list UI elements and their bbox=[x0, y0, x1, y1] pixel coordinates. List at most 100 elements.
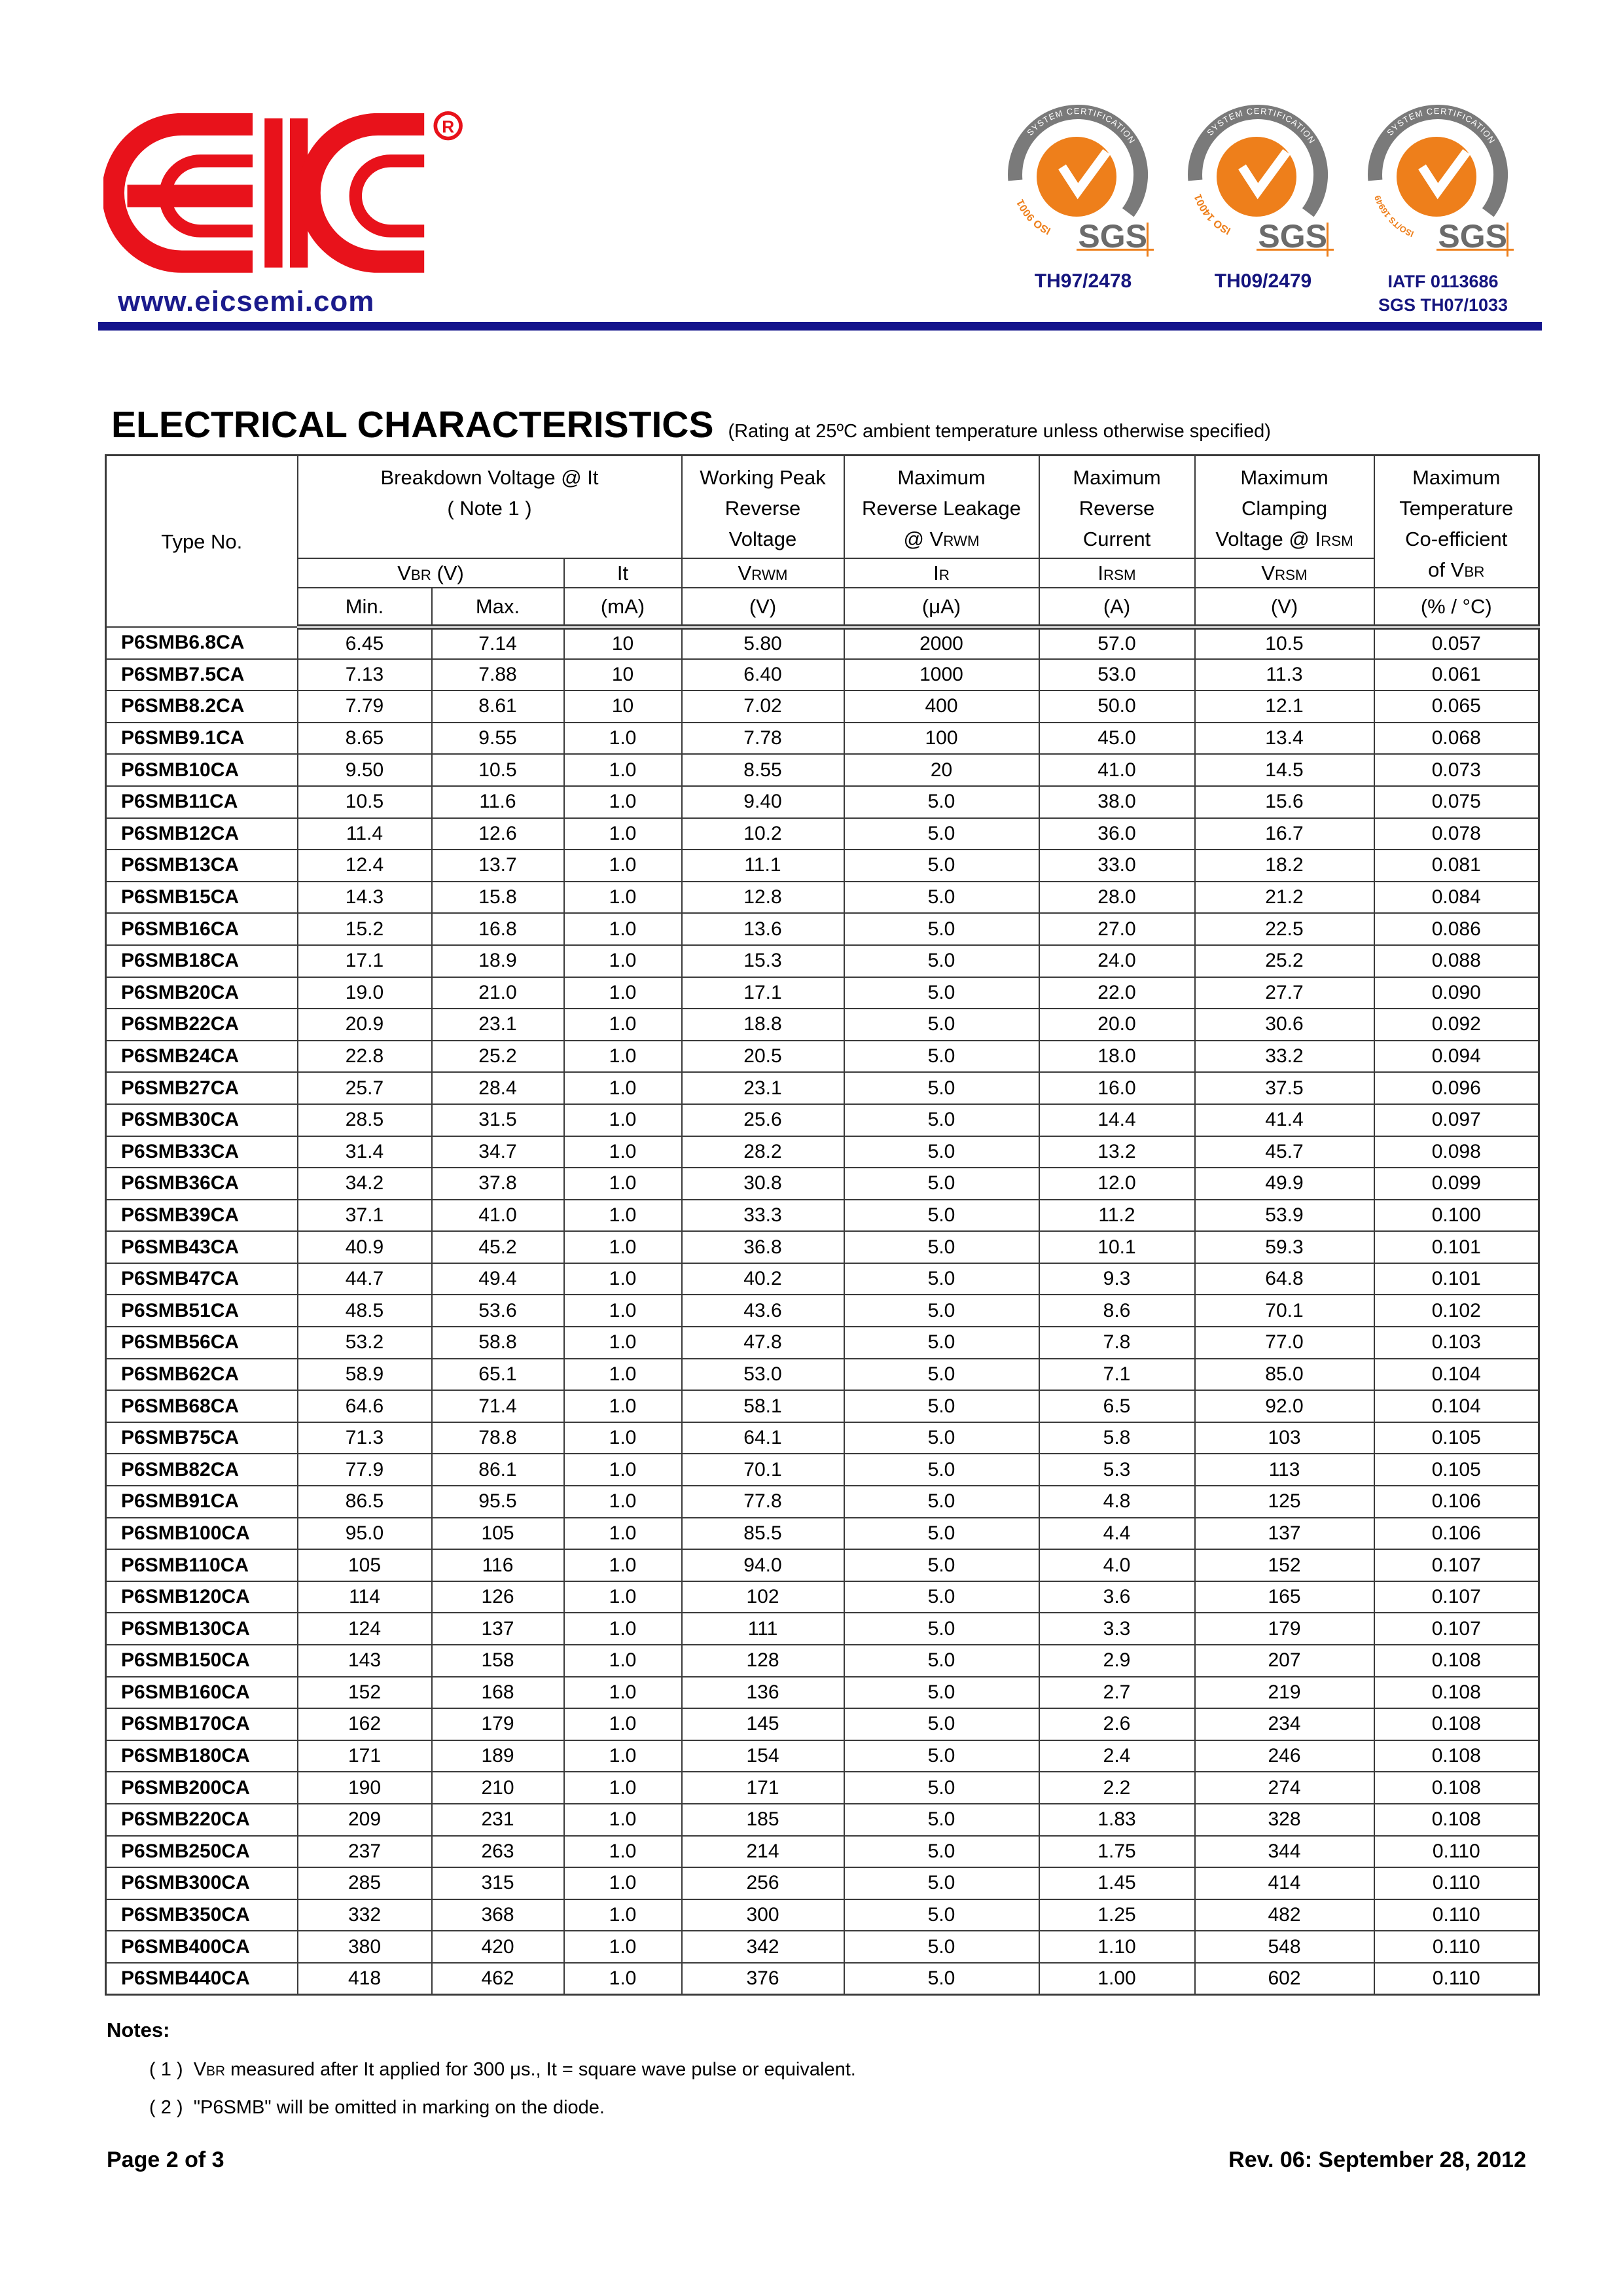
table-row: P6SMB91CA 86.5 95.5 1.0 77.8 5.0 4.8 125 0.106 bbox=[105, 1485, 1540, 1518]
value-cell: 58.9 bbox=[296, 1357, 433, 1391]
type-no-cell: P6SMB100CA bbox=[105, 1516, 298, 1551]
sgs-text: SGS bbox=[1438, 218, 1507, 255]
value-cell: 5.3 bbox=[1038, 1453, 1196, 1487]
sgs-badge-icon: SYSTEM CERTIFICATION ISO 14001 SGS bbox=[1188, 105, 1334, 257]
value-cell: 116 bbox=[431, 1549, 565, 1582]
value-cell: 57.0 bbox=[1038, 626, 1196, 660]
value-cell: 92.0 bbox=[1194, 1390, 1375, 1423]
value-cell: 285 bbox=[296, 1867, 433, 1900]
table-row: P6SMB30CA 28.5 31.5 1.0 25.6 5.0 14.4 41.4 0.097 bbox=[105, 1103, 1540, 1137]
electrical-characteristics-table: Type No. Breakdown Voltage @ It ( Note 1… bbox=[105, 454, 1540, 1996]
value-cell: 17.1 bbox=[681, 976, 845, 1010]
value-cell: 0.068 bbox=[1373, 721, 1540, 755]
table-row: P6SMB100CA 95.0 105 1.0 85.5 5.0 4.4 137 0.106 bbox=[105, 1516, 1540, 1551]
value-cell: 234 bbox=[1194, 1708, 1375, 1741]
value-cell: 414 bbox=[1194, 1867, 1375, 1900]
table-row: P6SMB7.5CA 7.13 7.88 10 6.40 1000 53.0 11.3 0.06… bbox=[105, 658, 1540, 692]
type-no-cell: P6SMB120CA bbox=[105, 1580, 298, 1614]
value-cell: 37.1 bbox=[296, 1198, 433, 1232]
value-cell: 185 bbox=[681, 1803, 845, 1837]
value-cell: 0.106 bbox=[1373, 1516, 1540, 1551]
value-cell: 18.9 bbox=[431, 944, 565, 978]
value-cell: 0.078 bbox=[1373, 817, 1540, 851]
table-row: P6SMB150CA 143 158 1.0 128 5.0 2.9 207 0.108 bbox=[105, 1644, 1540, 1677]
cert-code: TH97/2478 bbox=[1034, 270, 1132, 292]
type-no-cell: P6SMB30CA bbox=[105, 1103, 298, 1137]
section-title-row: ELECTRICAL CHARACTERISTICS (Rating at 25… bbox=[111, 403, 1271, 446]
value-cell: 30.6 bbox=[1194, 1008, 1375, 1041]
value-cell: 10.5 bbox=[1194, 626, 1375, 660]
value-cell: 19.0 bbox=[296, 976, 433, 1010]
table-row: P6SMB82CA 77.9 86.1 1.0 70.1 5.0 5.3 113 0.105 bbox=[105, 1453, 1540, 1487]
value-cell: 190 bbox=[296, 1771, 433, 1804]
value-cell: 5.0 bbox=[843, 817, 1040, 851]
value-cell: 0.099 bbox=[1373, 1167, 1540, 1200]
value-cell: 0.086 bbox=[1373, 912, 1540, 946]
value-cell: 86.1 bbox=[431, 1453, 565, 1487]
value-cell: 85.5 bbox=[681, 1516, 845, 1551]
type-no-cell: P6SMB180CA bbox=[105, 1739, 298, 1773]
table-row: P6SMB62CA 58.9 65.1 1.0 53.0 5.0 7.1 85.0 0.104 bbox=[105, 1357, 1540, 1391]
value-cell: 5.0 bbox=[843, 1262, 1040, 1296]
type-no-cell: P6SMB62CA bbox=[105, 1357, 298, 1391]
type-no-cell: P6SMB68CA bbox=[105, 1390, 298, 1423]
table-row: P6SMB6.8CA 6.45 7.14 10 5.80 2000 57.0 10.5 0.05… bbox=[105, 626, 1540, 660]
value-cell: 5.0 bbox=[843, 944, 1040, 978]
table-row: P6SMB170CA 162 179 1.0 145 5.0 2.6 234 0.108 bbox=[105, 1708, 1540, 1741]
value-cell: 0.107 bbox=[1373, 1549, 1540, 1582]
page-title: ELECTRICAL CHARACTERISTICS bbox=[111, 404, 714, 446]
value-cell: 1.10 bbox=[1038, 1930, 1196, 1964]
value-cell: 189 bbox=[431, 1739, 565, 1773]
value-cell: 0.065 bbox=[1373, 690, 1540, 723]
table-row: P6SMB16CA 15.2 16.8 1.0 13.6 5.0 27.0 22.5 0.086 bbox=[105, 912, 1540, 946]
unit-max: Max. bbox=[431, 587, 565, 630]
value-cell: 77.0 bbox=[1194, 1326, 1375, 1359]
value-cell: 2000 bbox=[843, 626, 1040, 660]
table-row: P6SMB200CA 190 210 1.0 171 5.0 2.2 274 0.108 bbox=[105, 1771, 1540, 1804]
value-cell: 34.2 bbox=[296, 1167, 433, 1200]
revision-date: Rev. 06: September 28, 2012 bbox=[1228, 2147, 1526, 2172]
table-row: P6SMB33CA 31.4 34.7 1.0 28.2 5.0 13.2 45.7 0.098 bbox=[105, 1135, 1540, 1169]
value-cell: 145 bbox=[681, 1708, 845, 1741]
value-cell: 1000 bbox=[843, 658, 1040, 692]
table-row: P6SMB160CA 152 168 1.0 136 5.0 2.7 219 0.108 bbox=[105, 1676, 1540, 1710]
value-cell: 168 bbox=[431, 1676, 565, 1710]
subcol-vbr: VBR (V) bbox=[296, 558, 565, 588]
value-cell: 0.100 bbox=[1373, 1198, 1540, 1232]
value-cell: 7.78 bbox=[681, 721, 845, 755]
value-cell: 34.7 bbox=[431, 1135, 565, 1169]
value-cell: 36.0 bbox=[1038, 817, 1196, 851]
value-cell: 1.0 bbox=[563, 1930, 683, 1964]
value-cell: 11.1 bbox=[681, 849, 845, 882]
type-no-cell: P6SMB200CA bbox=[105, 1771, 298, 1804]
value-cell: 5.0 bbox=[843, 1294, 1040, 1328]
value-cell: 48.5 bbox=[296, 1294, 433, 1328]
value-cell: 6.5 bbox=[1038, 1390, 1196, 1423]
value-cell: 15.2 bbox=[296, 912, 433, 946]
type-no-cell: P6SMB36CA bbox=[105, 1167, 298, 1200]
table-row: P6SMB47CA 44.7 49.4 1.0 40.2 5.0 9.3 64.8 0.101 bbox=[105, 1262, 1540, 1296]
value-cell: 209 bbox=[296, 1803, 433, 1837]
value-cell: 1.0 bbox=[563, 1644, 683, 1677]
value-cell: 77.8 bbox=[681, 1485, 845, 1518]
table-row: P6SMB220CA 209 231 1.0 185 5.0 1.83 328 0.108 bbox=[105, 1803, 1540, 1837]
value-cell: 5.0 bbox=[843, 1008, 1040, 1041]
value-cell: 5.0 bbox=[843, 1103, 1040, 1137]
value-cell: 5.0 bbox=[843, 1867, 1040, 1900]
value-cell: 105 bbox=[431, 1516, 565, 1551]
value-cell: 4.0 bbox=[1038, 1549, 1196, 1582]
col-temp-coefficient: Maximum Temperature Co-efficient of VBR bbox=[1373, 454, 1540, 588]
value-cell: 6.40 bbox=[681, 658, 845, 692]
value-cell: 18.0 bbox=[1038, 1039, 1196, 1073]
value-cell: 5.0 bbox=[843, 1135, 1040, 1169]
value-cell: 95.0 bbox=[296, 1516, 433, 1551]
type-no-cell: P6SMB39CA bbox=[105, 1198, 298, 1232]
value-cell: 1.0 bbox=[563, 1167, 683, 1200]
value-cell: 21.0 bbox=[431, 976, 565, 1010]
value-cell: 20.0 bbox=[1038, 1008, 1196, 1041]
table-row: P6SMB110CA 105 116 1.0 94.0 5.0 4.0 152 0.107 bbox=[105, 1549, 1540, 1582]
value-cell: 31.4 bbox=[296, 1135, 433, 1169]
value-cell: 0.110 bbox=[1373, 1867, 1540, 1900]
value-cell: 77.9 bbox=[296, 1453, 433, 1487]
cert-badge-iso9001: SYSTEM CERTIFICATION ISO 9001 SGS TH97/2… bbox=[1008, 105, 1158, 317]
